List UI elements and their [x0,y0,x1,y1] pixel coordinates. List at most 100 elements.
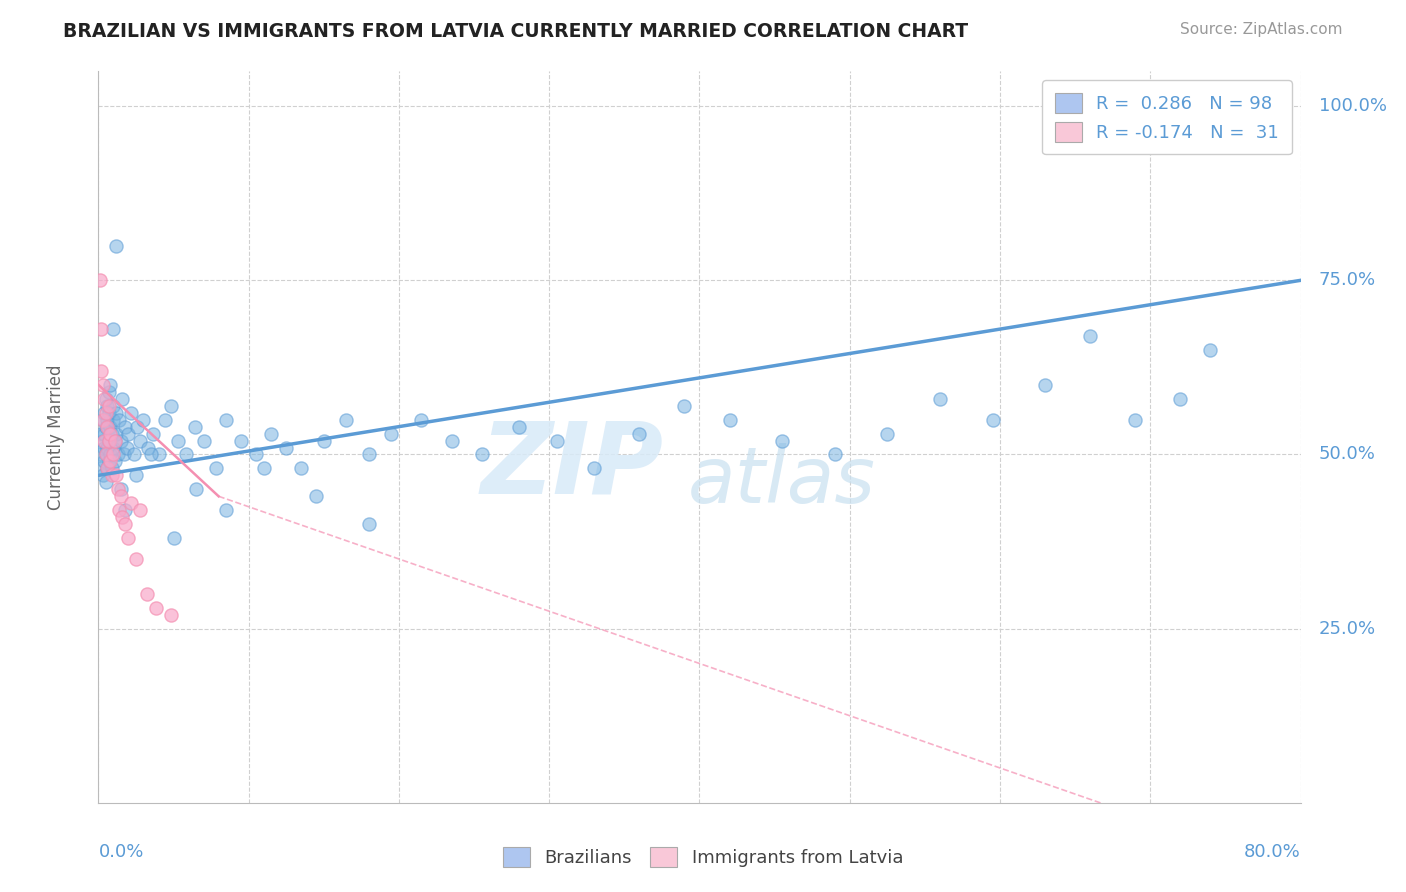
Point [114,517,136,532]
Point [101,426,124,441]
Point [105,238,128,252]
Point [110,489,132,503]
Point [628,426,651,441]
Point [204,461,226,475]
Point [90,461,112,475]
Point [981,412,1004,426]
Point [125,468,148,483]
Point [132,412,155,426]
Point [112,448,135,462]
Point [104,454,127,468]
Point [100,448,122,462]
Point [103,399,125,413]
Point [231,434,253,448]
Point [876,426,898,441]
Point [104,434,127,448]
Text: 50.0%: 50.0% [1319,445,1375,464]
Point [1078,329,1101,343]
Point [824,448,846,462]
Point [91,412,114,426]
Text: Source: ZipAtlas.com: Source: ZipAtlas.com [1180,22,1343,37]
Point [121,496,143,510]
Point [91,434,114,448]
Point [90,364,112,378]
Text: Currently Married: Currently Married [48,364,65,510]
Point [93,441,115,455]
Point [103,412,125,426]
Point [312,434,335,448]
Point [96,461,118,475]
Point [96,441,118,455]
Point [159,399,181,413]
Point [145,600,167,615]
Text: 0.0%: 0.0% [98,843,143,861]
Text: atlas: atlas [688,443,876,519]
Point [115,441,138,455]
Point [159,607,181,622]
Point [91,377,114,392]
Point [107,448,129,462]
Point [108,503,131,517]
Point [97,434,120,448]
Point [96,412,118,426]
Point [129,434,152,448]
Point [97,434,120,448]
Point [90,322,112,336]
Point [929,392,952,406]
Point [290,461,312,475]
Text: 80.0%: 80.0% [1244,843,1301,861]
Point [97,454,120,468]
Point [141,426,163,441]
Point [93,434,115,448]
Point [111,510,134,524]
Point [1033,377,1056,392]
Text: 100.0%: 100.0% [1319,97,1386,115]
Point [91,468,114,483]
Point [440,434,463,448]
Point [174,448,197,462]
Point [111,392,134,406]
Point [94,448,117,462]
Point [357,517,380,532]
Point [1199,343,1222,357]
Point [96,399,118,413]
Point [129,503,152,517]
Point [215,412,238,426]
Point [357,448,380,462]
Point [125,552,148,566]
Point [139,448,162,462]
Point [105,426,128,441]
Point [96,419,118,434]
Text: 75.0%: 75.0% [1319,271,1375,289]
Point [93,392,115,406]
Point [260,426,283,441]
Point [193,434,215,448]
Point [96,461,118,475]
Point [718,412,741,426]
Point [253,461,276,475]
Point [121,406,143,420]
Point [100,419,122,434]
Point [97,406,120,420]
Point [546,434,568,448]
Point [411,412,433,426]
Point [108,412,131,426]
Point [110,434,132,448]
Point [162,531,184,545]
Point [89,448,111,462]
Point [1170,392,1192,406]
Point [94,475,117,490]
Point [91,412,114,426]
Point [100,426,122,441]
Point [103,448,125,462]
Point [335,412,357,426]
Point [103,441,125,455]
Point [104,434,127,448]
Point [101,468,124,483]
Text: BRAZILIAN VS IMMIGRANTS FROM LATVIA CURRENTLY MARRIED CORRELATION CHART: BRAZILIAN VS IMMIGRANTS FROM LATVIA CURR… [63,22,969,41]
Point [305,489,328,503]
Point [107,483,129,497]
Point [471,448,494,462]
Point [105,468,128,483]
Point [276,441,298,455]
